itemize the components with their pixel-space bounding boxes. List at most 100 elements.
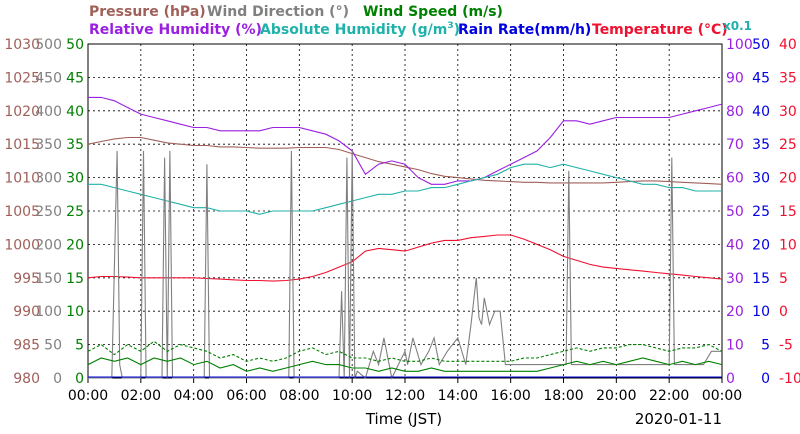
x-tick-label: 04:00 [173,388,213,404]
y-tick-rain-rate: 15 [752,271,770,287]
y-tick-temperature: 15 [779,204,797,220]
legend-absolute-humidity: Absolute Humidity (g/m3) [260,21,460,38]
legend-temperature: Temperature (°C) [592,22,728,38]
y-tick-wind-direction: 250 [35,204,62,220]
y-tick-wind-direction: 150 [35,271,62,287]
legend-wind-direction: Wind Direction (°) [207,4,349,20]
y-tick-wind-speed: 5 [75,338,84,354]
y-tick-temperature: 5 [779,271,788,287]
x-tick-label: 22:00 [649,388,689,404]
y-tick-temperature: 35 [779,70,797,86]
legend-abs-humidity-scale: x0.1 [723,19,752,33]
y-tick-wind-direction: 350 [35,137,62,153]
y-tick-wind-speed: 25 [66,204,84,220]
y-tick-wind-direction: 450 [35,70,62,86]
y-tick-pressure: 1030 [4,37,40,53]
y-tick-wind-speed: 40 [66,104,84,120]
y-tick-relative-humidity: 90 [726,70,744,86]
y-tick-relative-humidity: 50 [726,204,744,220]
y-tick-temperature: 0 [779,304,788,320]
series-wind-direction [88,150,722,380]
y-tick-rain-rate: 40 [752,104,770,120]
y-tick-wind-direction: 500 [35,37,62,53]
y-tick-pressure: 995 [13,271,40,287]
y-tick-rain-rate: 25 [752,204,770,220]
y-tick-wind-speed: 15 [66,271,84,287]
y-tick-relative-humidity: 70 [726,137,744,153]
series-layer [87,96,723,380]
y-tick-pressure: 1000 [4,237,40,253]
y-tick-pressure: 1020 [4,104,40,120]
series-pressure-hpa [87,136,723,185]
x-tick-label: 16:00 [490,388,530,404]
y-tick-wind-direction: 100 [35,304,62,320]
series-temperature-c [87,234,723,282]
y-tick-temperature: -5 [779,338,793,354]
y-tick-temperature: -10 [779,371,800,387]
y-tick-temperature: 25 [779,137,797,153]
y-tick-relative-humidity: 60 [726,171,744,187]
y-tick-wind-speed: 10 [66,304,84,320]
x-tick-label: 20:00 [596,388,636,404]
legend-absolute-humidity-close: ) [454,22,460,38]
y-axes: 1030102510201015101010051000995990985980… [4,37,800,387]
y-tick-pressure: 1005 [4,204,40,220]
x-tick-label: 10:00 [332,388,372,404]
y-tick-wind-direction: 300 [35,171,62,187]
x-tick-label: 08:00 [279,388,319,404]
series-relative-humidity [88,96,723,185]
y-tick-rain-rate: 20 [752,237,770,253]
y-tick-relative-humidity: 20 [726,304,744,320]
y-tick-rain-rate: 10 [752,304,770,320]
chart-date: 2020-01-11 [635,410,722,428]
y-tick-pressure: 1010 [4,171,40,187]
x-tick-label: 12:00 [385,388,425,404]
y-tick-pressure: 1025 [4,70,40,86]
y-tick-relative-humidity: 80 [726,104,744,120]
x-axis: 00:00 02:00 04:00 06:00 08:00 10:00 12:00 14:00… [68,378,742,404]
y-tick-rain-rate: 35 [752,137,770,153]
y-tick-temperature: 40 [779,37,797,53]
y-tick-relative-humidity: 10 [726,338,744,354]
x-tick-label: 06:00 [226,388,266,404]
y-tick-rain-rate: 50 [752,37,770,53]
x-tick-label: 14:00 [438,388,478,404]
y-tick-temperature: 30 [779,104,797,120]
y-tick-pressure: 985 [13,338,40,354]
y-tick-wind-direction: 50 [44,338,62,354]
y-tick-wind-speed: 50 [66,37,84,53]
legend-absolute-humidity-text: Absolute Humidity (g/m [260,22,447,38]
y-tick-wind-direction: 400 [35,104,62,120]
y-tick-relative-humidity: 100 [726,37,753,53]
series-absolute-humidity-g-m [88,163,722,215]
y-tick-wind-direction: 0 [53,371,62,387]
y-tick-pressure: 1015 [4,137,40,153]
x-tick-label: 00:00 [68,388,108,404]
legend-pressure: Pressure (hPa) [89,4,206,20]
y-tick-rain-rate: 0 [761,371,770,387]
y-tick-rain-rate: 45 [752,70,770,86]
y-tick-rain-rate: 30 [752,171,770,187]
legend-relative-humidity: Relative Humidity (%) [89,22,262,38]
x-tick-label: 02:00 [121,388,161,404]
y-tick-relative-humidity: 0 [726,371,735,387]
y-tick-wind-speed: 30 [66,171,84,187]
y-tick-wind-speed: 45 [66,70,84,86]
y-tick-wind-speed: 35 [66,137,84,153]
y-tick-relative-humidity: 30 [726,271,744,287]
x-axis-label: Time (JST) [365,410,442,428]
y-tick-wind-direction: 200 [35,237,62,253]
legend-wind-speed: Wind Speed (m/s) [363,4,503,20]
y-tick-rain-rate: 5 [761,338,770,354]
y-tick-wind-speed: 20 [66,237,84,253]
y-tick-temperature: 20 [779,171,797,187]
legend-absolute-humidity-sup: 3 [447,21,453,31]
legend-rain-rate: Rain Rate(mm/h) [458,22,591,38]
x-tick-label: 18:00 [543,388,583,404]
y-tick-pressure: 990 [13,304,40,320]
series-wind-speed-m-s [87,357,723,372]
x-tick-label: 00:00 [702,388,742,404]
y-tick-wind-speed: 0 [75,371,84,387]
series-wind-speed-gust [87,340,723,362]
